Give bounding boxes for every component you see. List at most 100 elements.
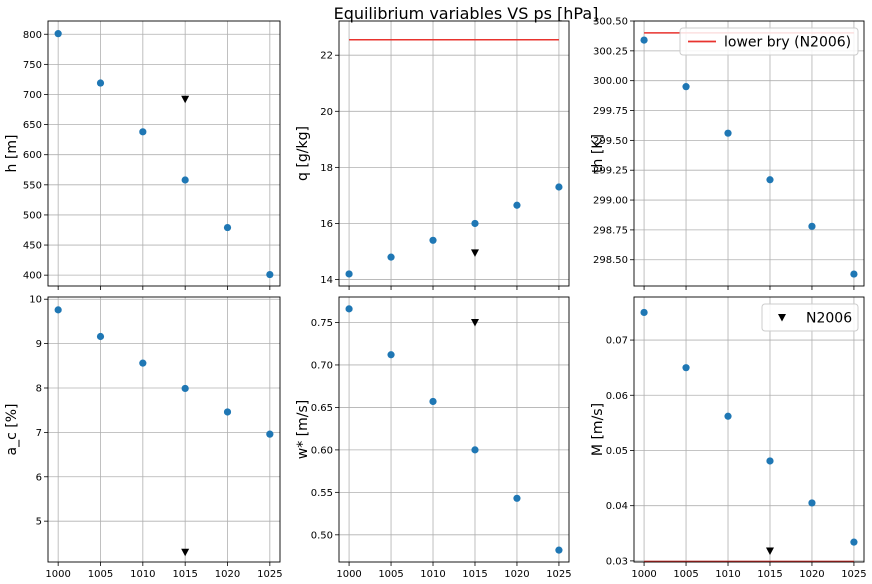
y-tick-label: 7 [36,428,42,439]
y-tick-label: 400 [23,271,42,282]
panel-2: 14 16 18 20 22 q [g/kg] [295,20,570,290]
y-tick-label: 0.65 [311,403,333,414]
y-tick-label: 6 [36,472,42,483]
y-tick-label: 299.50 [593,136,628,147]
reference-point [181,548,190,557]
legend: N2006 [761,303,859,332]
data-point [139,128,147,136]
y-tick-label: 300.50 [593,17,628,28]
y-tick-label: 0.04 [606,501,628,512]
legend-triangle-swatch [778,314,786,322]
y-tick-label: 298.75 [593,225,628,236]
y-tick-label: 299.75 [593,106,628,117]
legend-label: lower bry (N2006) [724,35,851,51]
data-point [766,457,774,465]
y-tick-label: 650 [23,120,42,131]
y-tick-label: 0.07 [606,336,628,347]
data-point [181,384,189,393]
legend-label: N2006 [806,311,852,327]
y-tick-label: 0.60 [311,445,333,456]
y-axis-label: th [K] [590,134,606,173]
data-point [682,364,690,372]
y-axis-label: q [g/kg] [295,126,311,181]
data-point [513,201,521,209]
panel-4: 1000 1005 1010 1015 1020 1025 5 6 7 8 9 10 a_c [%] [4,295,283,580]
axes-frame [633,20,865,287]
reference-point [181,95,190,104]
data-point [471,219,479,228]
reference-point [470,318,479,327]
data-point [266,270,274,279]
axes-frame [633,296,865,563]
y-tick-label: 700 [23,90,42,101]
panels: 400 450 500 550 600 650 700 750 800 h [m] 14 16 18 20… [4,17,867,581]
x-tick-label: 1010 [715,569,740,580]
data-point [850,270,858,278]
x-tick-label: 1015 [757,569,782,580]
data-point [724,412,732,420]
y-tick-label: 0.70 [311,360,333,371]
data-point [555,183,563,191]
y-axis-label: a_c [%] [4,404,20,456]
y-tick-label: 800 [23,30,42,41]
x-tick-label: 1015 [172,569,197,580]
x-tick-label: 1005 [378,569,403,580]
y-tick-label: 300.00 [593,76,628,87]
data-point [181,176,189,184]
y-axis-label: h [m] [4,135,20,173]
y-tick-label: 500 [23,210,42,221]
data-point [54,306,62,314]
y-tick-label: 0.50 [311,530,333,541]
x-tick-label: 1025 [546,569,571,580]
x-tick-label: 1020 [799,569,824,580]
x-tick-label: 1000 [45,569,70,580]
y-tick-label: 550 [23,180,42,191]
y-tick-label: 298.50 [593,255,628,266]
reference-point [765,547,774,555]
panel-5: 1000 1005 1010 1015 1020 1025 0.50 0.55 0.60 0.65… [295,296,572,580]
y-tick-label: 0.06 [606,391,628,402]
data-point [429,397,437,406]
x-tick-label: 1005 [673,569,698,580]
legend: lower bry (N2006) [679,27,859,56]
data-point [345,270,353,278]
axes-frame [338,296,570,563]
legend-box [679,27,859,56]
x-tick-label: 1020 [215,569,240,580]
x-tick-label: 1010 [420,569,445,580]
y-tick-label: 0.55 [311,488,333,499]
y-tick-label: 5 [36,517,42,528]
x-tick-label: 1005 [88,569,113,580]
data-point [808,222,816,230]
y-tick-label: 0.75 [311,318,333,329]
data-point [471,446,479,454]
y-tick-label: 300.25 [593,46,628,57]
x-tick-label: 1025 [841,569,866,580]
data-point [724,129,732,137]
data-point [345,305,353,313]
data-point [850,538,858,546]
data-point [766,176,774,184]
x-tick-label: 1000 [631,569,656,580]
y-tick-label: 9 [36,339,42,350]
data-point [96,332,105,341]
axes-frame [47,296,281,563]
data-point [640,308,648,317]
figure-title: Equilibrium variables VS ps [hPa] [334,4,599,23]
y-tick-label: 8 [36,383,42,394]
y-tick-label: 10 [29,295,42,306]
x-tick-label: 1020 [504,569,529,580]
x-tick-label: 1025 [257,569,282,580]
data-point [808,499,816,507]
data-point [266,430,274,438]
data-point [513,494,521,502]
legend-box [761,303,859,332]
y-tick-label: 600 [23,150,42,161]
data-point [429,236,437,244]
y-axis-label: w* [m/s] [295,400,311,459]
data-point [387,253,395,261]
panel-6: 1000 1005 1010 1015 1020 1025 0.03 0.04 0.05 0.06… [590,296,867,580]
y-tick-label: 16 [320,219,333,230]
y-tick-label: 0.03 [606,556,628,567]
